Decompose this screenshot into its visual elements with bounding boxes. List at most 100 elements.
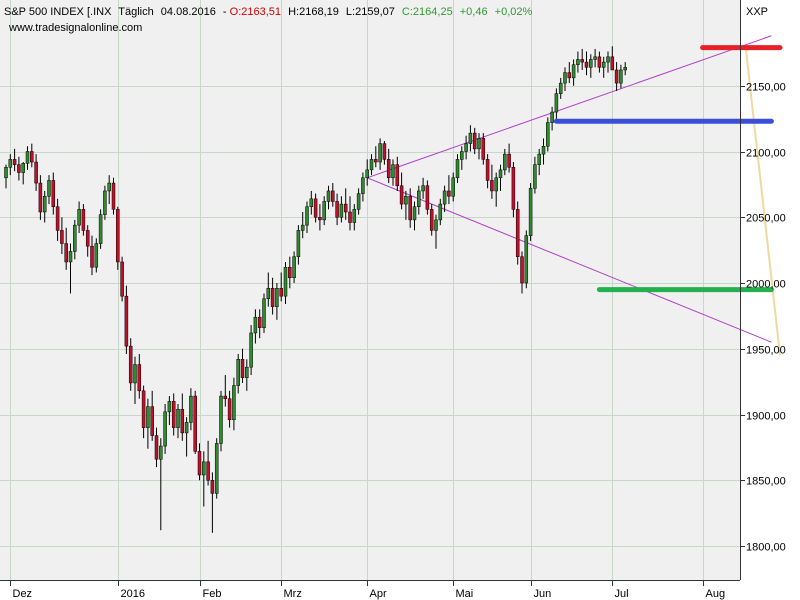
candle-body <box>601 61 606 68</box>
candle-body <box>309 198 314 207</box>
candle-body <box>382 143 387 160</box>
candle <box>8 154 13 176</box>
candle <box>550 106 554 131</box>
candle-body <box>412 206 417 221</box>
candle-body <box>339 203 344 218</box>
candle-body <box>520 256 524 284</box>
candle <box>352 204 357 231</box>
candle-body <box>528 188 533 236</box>
candle <box>288 256 292 289</box>
candle <box>55 198 60 241</box>
candle <box>120 256 124 302</box>
candle-body <box>503 153 507 171</box>
candle <box>206 440 210 486</box>
time-axis: Dez 2016 Feb Mrz Apr Mai Jun Jul Aug <box>10 580 725 600</box>
candle <box>180 393 185 441</box>
grid-lines <box>0 0 740 580</box>
candle <box>98 209 103 249</box>
interval-label: Täglich <box>118 6 153 18</box>
candle-body <box>167 401 172 413</box>
candle <box>124 285 129 355</box>
candle <box>90 235 94 276</box>
candle <box>85 225 90 257</box>
candle <box>498 164 503 191</box>
candle-body <box>98 214 103 244</box>
candle-body <box>451 177 455 197</box>
candle <box>116 206 120 270</box>
candle-body <box>589 59 593 68</box>
candle-body <box>111 182 116 210</box>
candle <box>107 175 111 205</box>
candle-body <box>472 132 477 150</box>
candle-body <box>460 151 464 160</box>
projection-line <box>744 46 781 356</box>
x-tick-label: Feb <box>203 588 222 600</box>
candle <box>275 283 279 320</box>
candle-body <box>163 411 167 447</box>
candle <box>399 172 404 210</box>
wedge-lower-line <box>367 177 772 343</box>
x-tick-label: Mrz <box>284 588 302 600</box>
candle <box>524 230 529 289</box>
wedge-upper-line <box>367 35 772 179</box>
candle-body <box>68 251 73 263</box>
candle <box>146 398 150 449</box>
candle-body <box>21 163 25 173</box>
candle-series <box>4 46 627 533</box>
candle-body <box>305 206 309 226</box>
candle-body <box>116 209 120 263</box>
candle-body <box>438 203 443 221</box>
candle-body <box>55 206 60 231</box>
candle <box>464 135 468 160</box>
candle-body <box>219 395 223 444</box>
candle <box>391 159 395 186</box>
candle <box>425 180 430 215</box>
candle <box>171 393 176 436</box>
change-percent: +0,02% <box>495 6 533 18</box>
candle <box>451 172 455 202</box>
candle <box>94 238 99 273</box>
candle <box>503 148 507 176</box>
candle <box>68 243 73 294</box>
candle <box>34 154 38 191</box>
candle <box>477 133 481 160</box>
candle <box>421 177 425 199</box>
candle-body <box>485 159 490 181</box>
candle-body <box>279 288 283 297</box>
candle <box>283 261 288 305</box>
candle-body <box>322 201 326 221</box>
x-tick-label: 2016 <box>121 588 145 600</box>
candle-body <box>421 185 425 192</box>
candle-body <box>81 209 86 231</box>
candle-body <box>567 72 572 79</box>
candle <box>223 375 228 407</box>
candle <box>17 156 21 181</box>
candle <box>417 185 421 215</box>
candle-body <box>447 190 451 197</box>
candle <box>335 193 339 226</box>
y-tick-label: 1850,00 <box>746 476 786 488</box>
candle <box>412 201 417 231</box>
candle <box>339 196 344 223</box>
candle-body <box>399 185 404 205</box>
candle <box>60 217 64 255</box>
candle-body <box>90 245 94 268</box>
candle-body <box>537 153 541 165</box>
candle <box>103 185 107 220</box>
candle-body <box>386 159 391 179</box>
source-label: www.tradesignalonline.com <box>8 22 142 34</box>
candle-body <box>541 145 546 155</box>
candle <box>25 146 30 170</box>
candle-body <box>606 56 610 63</box>
candle-body <box>348 211 352 223</box>
candle <box>356 188 361 215</box>
candle <box>589 54 593 78</box>
candle-body <box>171 401 176 428</box>
candle-body <box>331 190 335 202</box>
candle <box>227 390 232 428</box>
candle <box>154 427 159 468</box>
candle-body <box>580 59 584 63</box>
date-label: 04.08.2016 <box>161 6 216 18</box>
candle-body <box>214 443 219 494</box>
